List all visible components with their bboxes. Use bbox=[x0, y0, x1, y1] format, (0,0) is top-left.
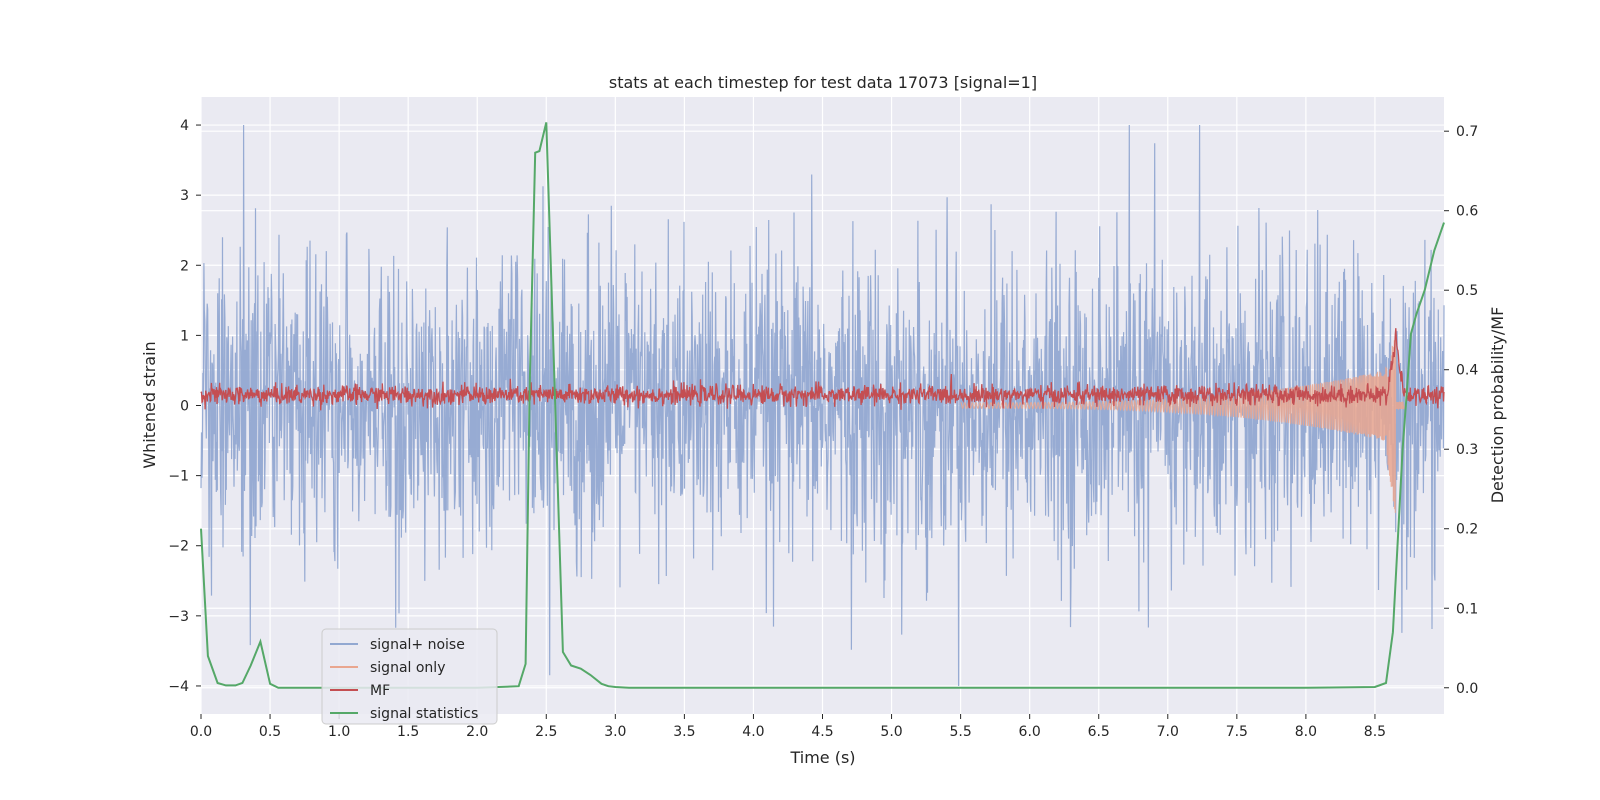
y-left-tick-label: 1 bbox=[180, 328, 189, 344]
y-left-tick-label: −1 bbox=[168, 469, 189, 485]
x-tick-label: 2.5 bbox=[535, 724, 557, 740]
y-right-tick-label: 0.3 bbox=[1456, 442, 1478, 458]
y-right-tick-label: 0.0 bbox=[1456, 681, 1478, 697]
series-signal-only bbox=[960, 336, 1405, 513]
y-right-tick-label: 0.7 bbox=[1456, 124, 1478, 140]
x-tick-label: 1.5 bbox=[397, 724, 419, 740]
y-left-tick-label: −4 bbox=[168, 679, 189, 695]
series-signal-noise bbox=[200, 124, 1445, 687]
x-tick-label: 5.0 bbox=[880, 724, 902, 740]
x-tick-label: 0.5 bbox=[259, 724, 281, 740]
x-tick-label: 7.5 bbox=[1226, 724, 1248, 740]
x-axis-ticks: 0.0 0.5 1.0 1.5 2.0 2.5 3.0 3.5 4.0 4.5 5.0 5.5 6.0 6… bbox=[190, 714, 1386, 740]
y-left-tick-label: 3 bbox=[180, 188, 189, 204]
y-left-tick-label: 0 bbox=[180, 399, 189, 415]
data-layer bbox=[200, 122, 1445, 689]
x-tick-label: 0.0 bbox=[190, 724, 212, 740]
x-tick-label: 3.5 bbox=[673, 724, 695, 740]
y-axis-right-ticks: 0.0 0.1 0.2 0.3 0.4 0.5 0.6 0.7 bbox=[1444, 124, 1478, 697]
legend-label: signal statistics bbox=[370, 706, 478, 722]
y-right-tick-label: 0.1 bbox=[1456, 601, 1478, 617]
y-right-tick-label: 0.6 bbox=[1456, 204, 1478, 220]
legend: signal+ noise signal only MF signal statist… bbox=[321, 628, 498, 725]
x-tick-label: 5.5 bbox=[949, 724, 971, 740]
y-right-tick-label: 0.2 bbox=[1456, 522, 1478, 538]
x-tick-label: 2.0 bbox=[466, 724, 488, 740]
y-left-tick-label: −2 bbox=[168, 539, 189, 555]
legend-label: signal+ noise bbox=[370, 637, 465, 653]
y-axis-right-label: Detection probability/MF bbox=[1488, 307, 1507, 504]
series-signal-statistics bbox=[200, 122, 1445, 689]
y-left-tick-label: 2 bbox=[180, 258, 189, 274]
x-tick-label: 4.0 bbox=[742, 724, 764, 740]
x-tick-label: 7.0 bbox=[1157, 724, 1179, 740]
x-axis-label: Time (s) bbox=[789, 748, 855, 767]
series-mf bbox=[200, 328, 1445, 411]
y-axis-left-ticks: −4 −3 −2 −1 0 1 2 3 4 bbox=[168, 118, 201, 695]
legend-box bbox=[321, 628, 498, 725]
x-tick-label: 8.5 bbox=[1364, 724, 1386, 740]
x-tick-label: 6.5 bbox=[1088, 724, 1110, 740]
y-left-tick-label: −3 bbox=[168, 609, 189, 625]
x-tick-label: 8.0 bbox=[1295, 724, 1317, 740]
x-tick-label: 3.0 bbox=[604, 724, 626, 740]
y-right-tick-label: 0.5 bbox=[1456, 283, 1478, 299]
x-tick-label: 4.5 bbox=[811, 724, 833, 740]
y-left-tick-label: 4 bbox=[180, 118, 189, 134]
x-tick-label: 1.0 bbox=[328, 724, 350, 740]
y-axis-left-label: Whitened strain bbox=[140, 341, 159, 468]
chart-title: stats at each timestep for test data 170… bbox=[609, 73, 1037, 92]
x-tick-label: 6.0 bbox=[1019, 724, 1041, 740]
legend-label: signal only bbox=[370, 660, 445, 676]
legend-label: MF bbox=[370, 683, 390, 699]
y-right-tick-label: 0.4 bbox=[1456, 363, 1478, 379]
